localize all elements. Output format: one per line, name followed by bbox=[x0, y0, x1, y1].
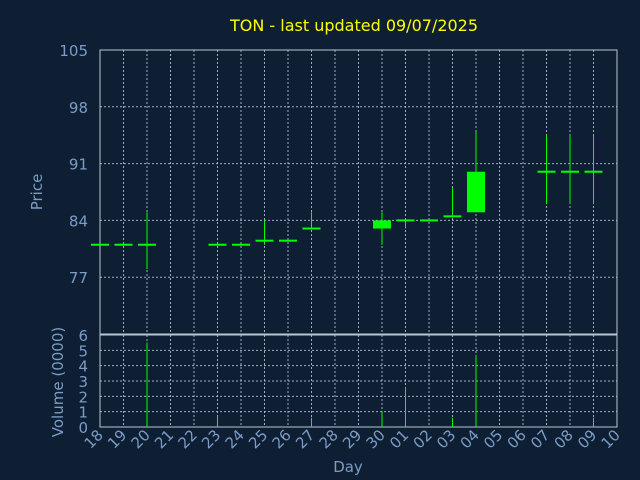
candle-body-26 bbox=[279, 239, 297, 242]
day-tick-28: 28 bbox=[316, 426, 342, 452]
candle-body-07 bbox=[537, 170, 556, 173]
day-tick-10: 10 bbox=[598, 426, 624, 452]
chart-title: TON - last updated 09/07/2025 bbox=[229, 16, 478, 35]
day-tick-02: 02 bbox=[410, 426, 436, 452]
volume-grid bbox=[99, 334, 618, 428]
volume-axis-label: Volume (0000) bbox=[49, 327, 67, 437]
volume-y-tick-3: 3 bbox=[78, 373, 88, 391]
candle-body-27 bbox=[302, 227, 321, 230]
volume-y-tick-5: 5 bbox=[78, 342, 88, 360]
day-tick-06: 06 bbox=[504, 426, 530, 452]
price-y-tick-91: 91 bbox=[69, 156, 88, 174]
candle-body-03 bbox=[443, 215, 462, 218]
day-tick-29: 29 bbox=[339, 426, 365, 452]
day-tick-22: 22 bbox=[175, 426, 201, 452]
candle-body-23 bbox=[208, 243, 227, 246]
volume-y-tick-4: 4 bbox=[78, 358, 88, 376]
candle-body-18 bbox=[91, 243, 109, 246]
day-tick-30: 30 bbox=[363, 426, 389, 452]
candle-body-30 bbox=[373, 220, 391, 229]
day-tick-27: 27 bbox=[292, 426, 318, 452]
candle-body-08 bbox=[561, 170, 579, 173]
price-y-tick-98: 98 bbox=[69, 99, 88, 117]
day-tick-08: 08 bbox=[551, 426, 577, 452]
day-tick-01: 01 bbox=[386, 426, 412, 452]
day-tick-20: 20 bbox=[128, 426, 154, 452]
candle-body-19 bbox=[114, 243, 133, 246]
day-tick-26: 26 bbox=[269, 426, 295, 452]
volume-y-tick-2: 2 bbox=[78, 388, 88, 406]
candle-body-04 bbox=[467, 171, 485, 213]
day-tick-21: 21 bbox=[151, 426, 177, 452]
day-tick-07: 07 bbox=[527, 426, 553, 452]
day-tick-03: 03 bbox=[433, 426, 459, 452]
price-panel-frame bbox=[99, 49, 618, 335]
volume-y-tick-0: 0 bbox=[78, 419, 88, 437]
price-y-tick-77: 77 bbox=[69, 269, 88, 287]
volume-y-tick-1: 1 bbox=[78, 404, 88, 422]
volume-panel-frame bbox=[99, 334, 618, 428]
candle-body-01 bbox=[396, 219, 415, 222]
candle-body-25 bbox=[255, 239, 274, 242]
volume-bars bbox=[146, 342, 594, 427]
day-tick-04: 04 bbox=[457, 426, 483, 452]
price-axis-label: Price bbox=[28, 174, 46, 211]
candle-body-02 bbox=[420, 219, 438, 222]
price-y-tick-84: 84 bbox=[69, 212, 88, 230]
price-y-tick-labels: 77 84 91 98 105 bbox=[59, 42, 88, 287]
day-tick-24: 24 bbox=[222, 426, 248, 452]
day-x-tick-labels: 1819202122232425262728293001020304050607… bbox=[81, 426, 624, 452]
day-tick-25: 25 bbox=[245, 426, 271, 452]
price-grid bbox=[99, 49, 618, 335]
day-axis-label: Day bbox=[333, 458, 363, 476]
volume-y-tick-6: 6 bbox=[78, 327, 88, 345]
candle-body-24 bbox=[232, 243, 250, 246]
day-tick-23: 23 bbox=[198, 426, 224, 452]
candle-body-09 bbox=[584, 170, 603, 173]
day-tick-09: 09 bbox=[574, 426, 600, 452]
day-tick-05: 05 bbox=[480, 426, 506, 452]
candle-body-20 bbox=[138, 243, 156, 246]
day-tick-19: 19 bbox=[104, 426, 130, 452]
price-candles bbox=[91, 131, 603, 270]
price-y-tick-105: 105 bbox=[59, 42, 88, 60]
